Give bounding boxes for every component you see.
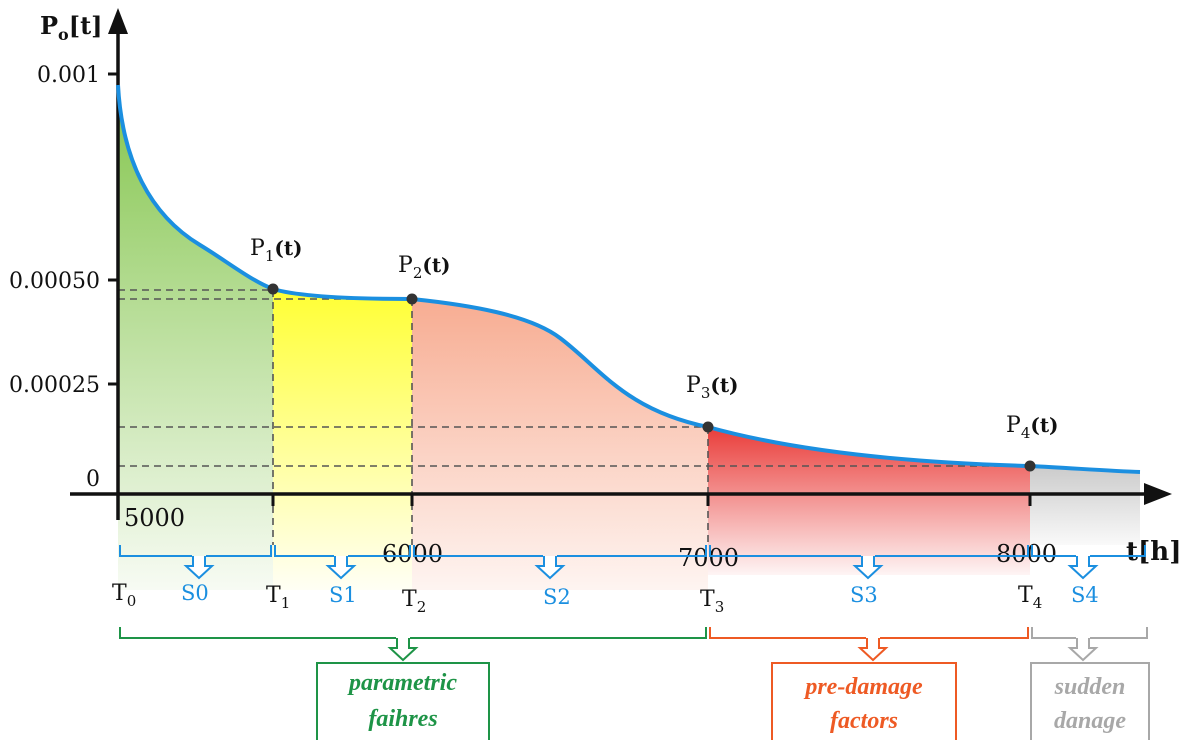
group-label-sudden-line2: danage [1054, 708, 1126, 734]
time-mark-t1: T1 [266, 583, 290, 612]
point-label-p3: P3(t) [686, 373, 739, 402]
x-axis-title: t[h] [1126, 537, 1181, 567]
probability-curve [116, 84, 1141, 474]
zone-s2 [412, 299, 708, 590]
point-p3 [702, 421, 714, 433]
stage-label-s4: S4 [1071, 583, 1099, 607]
stage-label-s3: S3 [850, 583, 878, 607]
group-label-pre-damage-line2: factors [830, 708, 898, 734]
group-bracket-sudden [1030, 627, 1150, 744]
point-label-p4: P4(t) [1006, 413, 1059, 442]
x-tick-label: 7000 [678, 544, 739, 572]
time-mark-t4: T4 [1018, 583, 1042, 612]
point-label-p1: P1(t) [250, 236, 303, 265]
x-axis-arrow [1144, 483, 1172, 505]
y-tick-label: 0.00025 [9, 373, 100, 398]
time-mark-t2: T2 [402, 587, 426, 616]
time-mark-t0: T0 [112, 581, 136, 610]
point-label-p2: P2(t) [398, 253, 451, 282]
group-bracket-pre-damage [709, 627, 1029, 744]
y-axis-title: Po[t] [40, 11, 103, 44]
point-p4 [1024, 460, 1036, 472]
group-label-sudden-line1: sudden [1054, 674, 1126, 700]
y-axis-arrow [108, 8, 128, 34]
stage-label-s2: S2 [543, 585, 571, 609]
stage-label-s0: S0 [181, 581, 209, 605]
time-mark-t3: T3 [700, 587, 724, 616]
stage-label-s1: S1 [329, 583, 357, 607]
x-tick-label: 8000 [996, 540, 1057, 568]
group-bracket-parametric [119, 627, 707, 744]
group-label-parametric-line1: parametric [347, 670, 457, 696]
y-tick-label: 0.001 [37, 63, 100, 88]
zone-s1 [273, 289, 412, 590]
y-tick-label: 0.00050 [9, 269, 100, 294]
zone-s3 [708, 427, 1030, 575]
point-p2 [406, 293, 418, 305]
axes [70, 8, 1172, 520]
zone-s4 [1030, 466, 1140, 545]
group-label-parametric-line2: faihres [368, 706, 437, 732]
x-tick-label: 6000 [382, 540, 443, 568]
stage-brackets [119, 545, 1146, 580]
group-label-pre-damage-line1: pre-damage [803, 674, 923, 700]
point-p1 [267, 283, 279, 295]
x-tick-label: 5000 [124, 504, 185, 532]
y-tick-label: 0 [86, 467, 100, 492]
zone-s0 [118, 85, 273, 590]
curve-points [267, 283, 1036, 472]
